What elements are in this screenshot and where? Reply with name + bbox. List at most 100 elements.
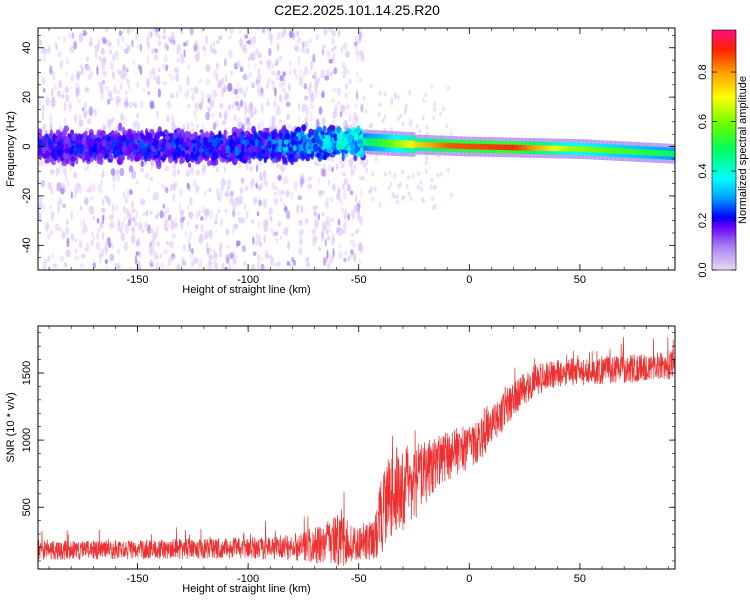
spectrogram-noise-point (207, 260, 213, 267)
spectrogram-band-core (655, 150, 658, 156)
spectrogram-noise-point (213, 220, 218, 225)
spectrogram-noise-point (38, 202, 42, 212)
spectrogram-noise-point (172, 164, 177, 169)
spectrogram-noise-point (344, 83, 349, 90)
spectrogram-noise-point (188, 211, 194, 220)
spectrogram-noise-point (331, 184, 336, 189)
spectrogram-noise-point (234, 201, 239, 207)
spectrogram-noise-point (342, 190, 347, 200)
spectrogram-noise-point (298, 68, 303, 74)
spectrogram-band-core (615, 148, 618, 154)
spectrogram-noise-point (190, 165, 194, 175)
spectrogram-noise-point (314, 82, 318, 93)
spectrogram-noise-point (364, 108, 368, 114)
spectrogram-noise-point (194, 86, 199, 94)
spectrogram-noise-point (73, 171, 78, 179)
spectrogram-noise-point (393, 92, 397, 98)
spectrogram-noise-point (189, 196, 193, 206)
spectrogram-core-point (294, 136, 299, 143)
spectrogram-noise-point (330, 158, 335, 163)
spectrogram-noise-point (416, 184, 420, 190)
spectrogram-band-core (506, 144, 509, 151)
spectrogram-band-core (538, 145, 541, 151)
spectrogram-noise-point (186, 168, 191, 178)
spectrogram-noise-point (395, 199, 399, 205)
spectrogram-band-core (481, 144, 484, 150)
spectrogram-noise-point (255, 182, 258, 189)
spectrogram-band-core (592, 146, 595, 153)
spectrogram-noise-point (54, 41, 58, 50)
spectrogram-noise-point (81, 253, 86, 259)
spectrogram-noise-point (176, 168, 181, 175)
spectrogram-noise-point (84, 197, 89, 206)
spectrogram-noise-point (84, 166, 88, 172)
spectrogram-band-core (507, 144, 510, 151)
spectrogram-band-core (491, 144, 494, 150)
spectrogram-core-point (205, 133, 210, 139)
colorbar-frame (711, 29, 737, 271)
spectrogram-noise-point (166, 100, 172, 109)
spectrogram-band-core (505, 144, 508, 151)
spectrogram-band-core (391, 139, 393, 148)
spectrogram-core-point (307, 132, 312, 139)
spectrogram-noise-point (388, 170, 392, 176)
spectrogram-noise-point (146, 54, 149, 64)
colorbar-gradient (712, 30, 736, 270)
spectrogram-core-point (135, 153, 142, 162)
spectrogram-noise-point (422, 98, 426, 103)
spectrogram-noise-point (256, 179, 259, 186)
spectrogram-noise-point (244, 204, 247, 211)
spectrogram-noise-point (252, 236, 255, 245)
spectrogram-core-point (342, 138, 349, 147)
spectrogram-core-point (49, 157, 54, 163)
spectrogram-noise-point (330, 47, 335, 52)
spectrogram-noise-point (174, 222, 178, 228)
spectrogram-noise-point (446, 167, 450, 173)
spectrogram-noise-point (98, 248, 103, 259)
spectrogram-noise-point (162, 34, 167, 40)
spectrogram-noise-point (155, 261, 160, 270)
spectrogram-noise-point (116, 69, 122, 76)
spectrogram-noise-point (228, 104, 232, 111)
spectrogram-noise-point (406, 175, 410, 181)
spectrogram-noise-point (117, 89, 120, 95)
spectrogram-core-point (220, 146, 226, 155)
spectrogram-noise-point (315, 265, 318, 270)
spectrogram-core-point (130, 143, 136, 148)
spectrogram-noise-point (295, 74, 298, 80)
spectrogram-band-core (594, 147, 596, 153)
spectrogram-noise-point (340, 45, 344, 54)
spectrogram-core-point (207, 160, 212, 167)
spectrogram-core-point (187, 162, 192, 168)
spectrogram-noise-point (102, 56, 107, 67)
spectrogram-noise-point (271, 182, 276, 191)
colorbar-tick-label: 0.4 (697, 163, 709, 178)
spectrogram-noise-point (139, 43, 143, 52)
spectrogram-band-core (422, 142, 425, 148)
spectrogram-noise-point (64, 72, 69, 77)
spectrogram-noise-point (131, 226, 135, 232)
spectrogram-core-point (265, 127, 270, 133)
spectrogram-band-core (661, 150, 664, 157)
spectrogram-band-core (460, 143, 462, 149)
spectrogram-noise-point (47, 182, 52, 190)
spectrogram-band-core (612, 147, 615, 154)
spectrogram-band-core (607, 147, 610, 154)
spectrogram-noise-point (95, 50, 98, 59)
spectrogram-noise-point (282, 71, 287, 77)
spectrogram-band-core (513, 144, 516, 151)
spectrogram-noise-point (348, 253, 353, 261)
spectrogram-band-core (377, 138, 380, 147)
colorbar: 0.00.20.40.60.8 Normalized spectral ampl… (697, 29, 749, 278)
spectrogram-noise-point (193, 110, 197, 116)
spectrogram-noise-point (332, 51, 336, 57)
spectrogram-frame (37, 27, 676, 271)
spectrogram-noise-point (259, 183, 264, 189)
spectrogram-noise-point (340, 104, 345, 115)
spectrogram-noise-point (126, 78, 130, 84)
spectrogram-noise-point (392, 194, 396, 200)
spectrogram-noise-point (309, 101, 315, 110)
spectrogram-noise-point (309, 175, 313, 180)
spectrogram-noise-point (354, 229, 359, 235)
